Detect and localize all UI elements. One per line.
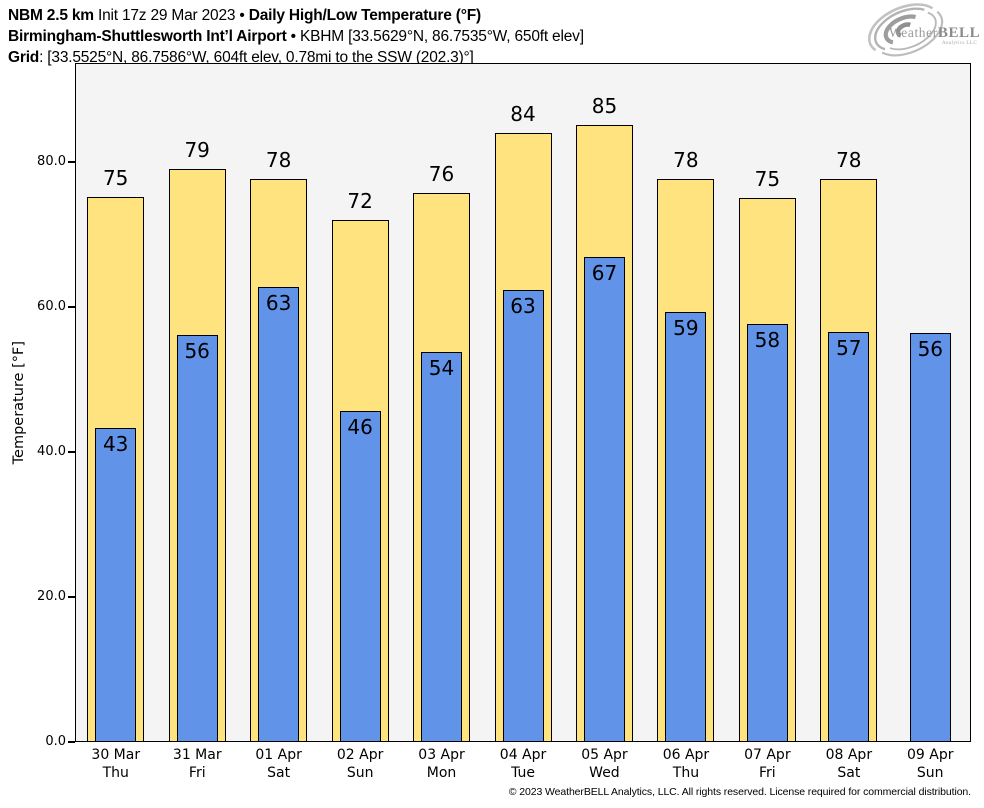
- x-tick-label-day: Mon: [426, 764, 457, 781]
- high-value-label: 79: [184, 137, 210, 162]
- high-value-label: 75: [102, 165, 129, 190]
- x-tick-label-day: Tue: [511, 764, 535, 781]
- low-value-label: 43: [102, 432, 129, 457]
- high-value-label: 84: [510, 102, 536, 126]
- low-bar: [421, 352, 462, 742]
- x-tick-label-day: Thu: [102, 764, 129, 781]
- x-tick-label: 01 Apr Sat: [238, 747, 320, 782]
- low-value-label: 58: [754, 328, 781, 353]
- weatherbell-logo: WeatherBELL Analytics LLC: [868, 3, 980, 57]
- low-bar: [584, 257, 625, 742]
- y-tick-label: 80.0: [37, 154, 66, 169]
- x-tick-label: 08 Apr Sat: [808, 747, 890, 782]
- y-tick-label: 20.0: [37, 589, 66, 604]
- station-name: Birmingham-Shuttlesworth Int’l Airport: [8, 27, 287, 45]
- x-tick-label-date: 02 Apr: [336, 747, 384, 763]
- x-tick-label: 30 Mar Thu: [75, 747, 157, 782]
- y-tick: [68, 596, 75, 598]
- chart-header: NBM 2.5 km Init 17z 29 Mar 2023 • Daily …: [8, 6, 584, 68]
- y-tick-label: 0.0: [45, 734, 66, 749]
- product-title: Daily High/Low Temperature (°F): [248, 7, 481, 24]
- x-tick-label-day: Wed: [589, 764, 620, 781]
- high-value-label: 78: [673, 148, 699, 173]
- x-tick-label-date: 09 Apr: [907, 747, 954, 763]
- header-line-3: Grid: [33.5525°N, 86.7586°W, 604ft elev,…: [8, 48, 584, 69]
- x-tick-label: 31 Mar Fri: [157, 747, 239, 782]
- logo-brand-weather: Weather: [889, 25, 938, 40]
- y-tick: [68, 741, 75, 743]
- x-tick-label-day: Sat: [267, 764, 291, 781]
- low-value-label: 63: [510, 293, 536, 318]
- low-value-label: 54: [428, 356, 455, 380]
- x-tick-label-date: 31 Mar: [172, 747, 222, 763]
- low-value-label: 46: [347, 414, 373, 439]
- x-tick-label-date: 07 Apr: [744, 747, 791, 763]
- high-value-label: 76: [428, 161, 455, 186]
- x-tick-label: 07 Apr Fri: [727, 747, 809, 782]
- x-tick-label-day: Fri: [759, 764, 776, 781]
- x-tick-label: 09 Apr Sun: [890, 747, 972, 782]
- y-tick: [68, 306, 75, 308]
- x-tick-label-date: 01 Apr: [255, 747, 302, 763]
- low-value-label: 56: [917, 337, 944, 362]
- x-tick-label: 06 Apr Thu: [645, 747, 727, 782]
- low-bar: [909, 333, 951, 742]
- station-separator: •: [286, 27, 301, 45]
- logo-subtitle: Analytics LLC: [942, 41, 977, 46]
- x-tick-label: 02 Apr Sun: [319, 747, 401, 782]
- low-bar: [95, 428, 137, 742]
- low-bar: [665, 312, 707, 742]
- x-tick-label-day: Sat: [837, 764, 861, 781]
- header-line-2: Birmingham-Shuttlesworth Int’l Airport •…: [8, 27, 584, 48]
- high-value-label: 78: [836, 147, 862, 172]
- x-tick-label: 05 Apr Wed: [564, 747, 646, 782]
- low-bar: [258, 286, 300, 742]
- y-tick: [68, 161, 75, 163]
- low-value-label: 63: [265, 290, 292, 315]
- plot-area: 75 43 79 56 78 63 72 46 76 54 84 63 85 67 78 59 75 58 78 57…: [75, 63, 971, 742]
- grid-meta: : [33.5525°N, 86.7586°W, 604ft elev, 0.7…: [39, 48, 474, 66]
- low-value-label: 56: [184, 338, 210, 363]
- x-tick-label-day: Sun: [916, 764, 944, 781]
- station-meta: KBHM [33.5629°N, 86.7535°W, 650ft elev]: [300, 27, 584, 45]
- low-value-label: 67: [591, 261, 618, 285]
- copyright-notice: © 2023 WeatherBELL Analytics, LLC. All r…: [508, 786, 971, 798]
- low-bar: [746, 324, 788, 742]
- x-tick-label-day: Fri: [188, 764, 206, 781]
- grid-label: Grid: [8, 48, 40, 66]
- hurricane-swirl-icon: [868, 3, 944, 57]
- x-tick-label-date: 06 Apr: [662, 747, 710, 763]
- low-value-label: 59: [673, 316, 699, 341]
- high-value-label: 85: [591, 94, 618, 119]
- x-tick-label-day: Thu: [672, 764, 700, 781]
- low-bar: [502, 289, 544, 742]
- high-value-label: 72: [347, 189, 373, 213]
- logo-brand-bell: BELL: [938, 25, 980, 41]
- header-line-1: NBM 2.5 km Init 17z 29 Mar 2023 • Daily …: [8, 6, 584, 27]
- x-tick-label-date: 03 Apr: [418, 747, 465, 763]
- y-tick-label: 60.0: [37, 299, 66, 314]
- low-bar: [176, 334, 218, 742]
- x-tick-label-date: 05 Apr: [581, 747, 628, 763]
- y-tick: [68, 451, 75, 453]
- low-bar: [339, 410, 381, 742]
- low-value-label: 57: [836, 336, 862, 361]
- init-time: Init 17z 29 Mar 2023 •: [93, 7, 249, 24]
- x-tick-label-date: 30 Mar: [91, 747, 141, 763]
- y-tick-label: 40.0: [37, 444, 66, 459]
- x-tick-label-date: 04 Apr: [499, 747, 547, 763]
- x-tick-label-day: Sun: [346, 764, 374, 781]
- x-tick-label: 04 Apr Tue: [482, 747, 564, 782]
- x-tick-label-date: 08 Apr: [825, 747, 873, 763]
- high-value-label: 78: [265, 147, 292, 172]
- low-bar: [828, 332, 870, 742]
- model-name: NBM 2.5 km: [8, 7, 94, 24]
- x-tick-label: 03 Apr Mon: [401, 747, 483, 782]
- high-value-label: 75: [754, 166, 781, 191]
- logo-brand-text: WeatherBELL: [889, 25, 980, 41]
